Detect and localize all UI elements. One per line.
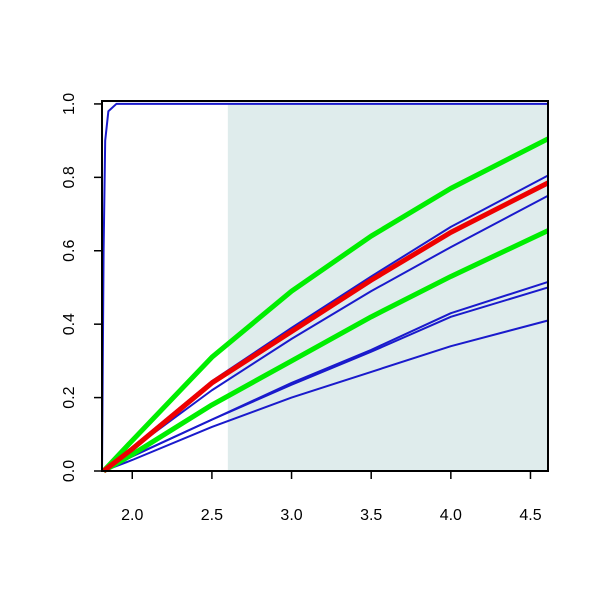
y-tick-label: 0.6 <box>61 240 78 262</box>
x-tick-label: 4.0 <box>440 507 462 524</box>
y-tick-label: 0.4 <box>61 313 78 335</box>
y-tick-label: 0.0 <box>61 460 78 482</box>
line <box>102 228 550 474</box>
x-tick-label: 3.5 <box>360 507 382 524</box>
plot-frame <box>101 100 549 472</box>
line <box>101 102 548 472</box>
x-tick-label: 3.0 <box>280 507 302 524</box>
shaded-region <box>227 103 549 471</box>
x-tick-label: 2.5 <box>201 507 223 524</box>
line <box>101 136 550 473</box>
line <box>103 319 549 472</box>
line <box>102 180 550 473</box>
y-tick-label: 0.8 <box>61 166 78 188</box>
x-tick-label: 2.0 <box>121 507 143 524</box>
x-tick-label: 4.5 <box>519 507 541 524</box>
y-tick-label: 1.0 <box>61 93 78 115</box>
y-tick-label: 0.2 <box>61 386 78 408</box>
